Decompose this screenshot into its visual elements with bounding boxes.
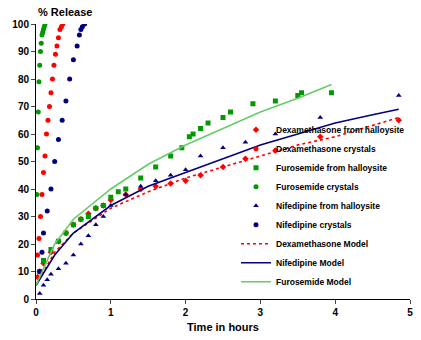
svg-text:10: 10	[18, 266, 30, 277]
svg-text:Dexamethasone Model: Dexamethasone Model	[276, 239, 368, 249]
svg-text:Nifedipine crystals: Nifedipine crystals	[276, 220, 352, 230]
svg-text:Furosemide from halloysite: Furosemide from halloysite	[276, 163, 387, 173]
svg-text:Dexamethasone crystals: Dexamethasone crystals	[276, 144, 376, 154]
svg-text:2: 2	[183, 307, 189, 318]
svg-text:Dexamethasone from halloysite: Dexamethasone from halloysite	[276, 125, 404, 135]
svg-text:1: 1	[108, 307, 114, 318]
svg-text:100: 100	[12, 19, 29, 30]
svg-text:Furosemide Model: Furosemide Model	[276, 277, 351, 287]
svg-text:60: 60	[18, 129, 30, 140]
svg-text:Furosemide crystals: Furosemide crystals	[276, 182, 359, 192]
svg-text:5: 5	[407, 307, 413, 318]
svg-text:50: 50	[18, 156, 30, 167]
svg-text:0: 0	[23, 294, 29, 305]
svg-text:Time in hours: Time in hours	[187, 321, 259, 333]
svg-text:80: 80	[18, 74, 30, 85]
svg-text:20: 20	[18, 239, 30, 250]
svg-text:4: 4	[332, 307, 338, 318]
svg-text:Nifedipine from halloysite: Nifedipine from halloysite	[276, 201, 380, 211]
svg-text:0: 0	[33, 307, 39, 318]
svg-text:40: 40	[18, 184, 30, 195]
svg-text:Nifedipine Model: Nifedipine Model	[276, 258, 344, 268]
svg-text:90: 90	[18, 46, 30, 57]
svg-text:3: 3	[258, 307, 264, 318]
svg-text:70: 70	[18, 101, 30, 112]
svg-text:30: 30	[18, 211, 30, 222]
svg-text:% Release: % Release	[38, 6, 92, 18]
